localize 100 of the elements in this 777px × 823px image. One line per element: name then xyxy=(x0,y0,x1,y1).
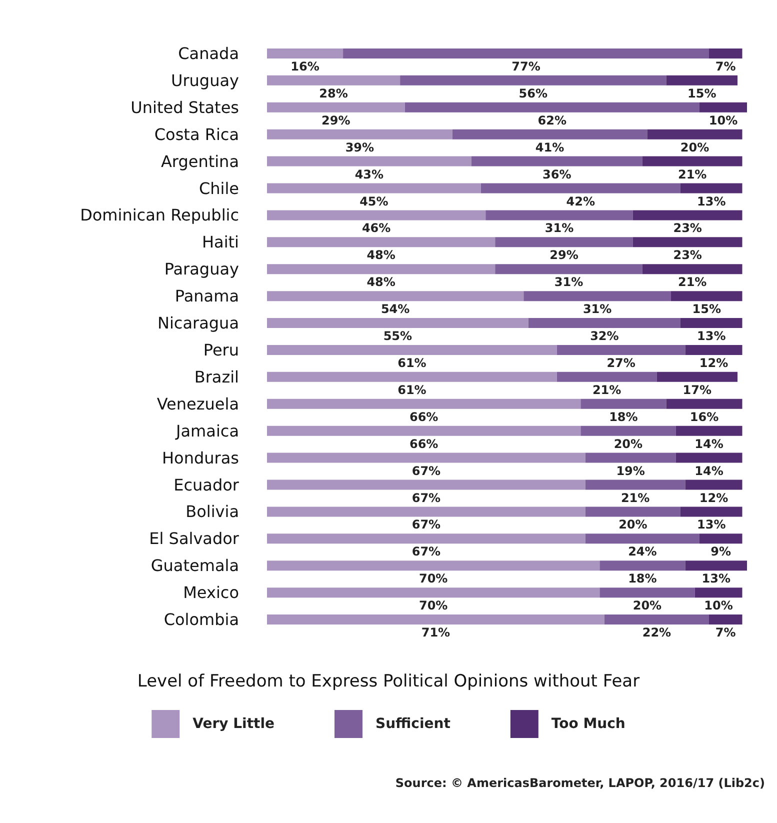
bar xyxy=(495,237,633,248)
bar xyxy=(676,452,742,463)
data-label: 15% xyxy=(687,86,716,100)
data-label: 29% xyxy=(550,248,578,262)
bar xyxy=(267,156,472,166)
data-label: 20% xyxy=(618,518,648,532)
y-tick-label: Chile xyxy=(198,178,239,198)
bar xyxy=(267,398,581,409)
bar xyxy=(656,372,738,382)
bar xyxy=(670,291,742,302)
legend-label: Sufficient xyxy=(375,716,451,732)
data-label: 21% xyxy=(620,490,650,505)
bar xyxy=(471,156,642,166)
data-label: 36% xyxy=(542,167,572,182)
y-tick-label: Peru xyxy=(203,340,239,360)
data-label: 39% xyxy=(345,140,374,154)
data-label: 46% xyxy=(362,221,391,236)
y-tick-label: Nicaragua xyxy=(158,314,239,333)
data-label: 66% xyxy=(409,436,438,451)
data-label: 55% xyxy=(383,329,412,344)
legend-label: Too Much xyxy=(551,716,626,732)
bar xyxy=(680,318,742,328)
data-label: 24% xyxy=(628,544,657,559)
bar xyxy=(343,48,709,58)
y-tick-label: Colombia xyxy=(164,610,239,630)
y-tick-label: United States xyxy=(130,98,239,117)
bar xyxy=(267,534,586,544)
data-label: 67% xyxy=(412,518,441,532)
data-label: 70% xyxy=(418,598,448,613)
data-label: 23% xyxy=(673,221,702,236)
data-label: 13% xyxy=(696,194,726,208)
bar xyxy=(676,426,742,436)
bar xyxy=(604,614,709,625)
y-tick-label: Mexico xyxy=(183,583,239,602)
bar xyxy=(632,210,742,220)
bar xyxy=(267,264,496,274)
y-tick-label: Venezuela xyxy=(156,394,239,414)
data-label: 18% xyxy=(609,410,638,424)
data-label: 21% xyxy=(678,167,707,182)
bar xyxy=(267,344,557,355)
data-label: 13% xyxy=(696,329,726,344)
data-label: 62% xyxy=(538,113,567,128)
bar xyxy=(267,48,344,58)
data-label: 31% xyxy=(554,275,584,290)
data-label: 10% xyxy=(704,598,733,613)
data-label: 67% xyxy=(412,490,441,505)
data-label: 20% xyxy=(614,436,643,451)
source-note: Source: © AmericasBarometer, LAPOP, 2016/17 (Lib2c) xyxy=(395,776,766,790)
data-label: 48% xyxy=(366,248,396,262)
bar xyxy=(556,344,686,355)
data-label: 12% xyxy=(699,356,728,370)
bar xyxy=(694,588,742,598)
bar xyxy=(580,426,676,436)
data-label: 14% xyxy=(694,436,724,451)
y-tick-label: Uruguay xyxy=(171,70,239,90)
data-label: 45% xyxy=(360,194,388,208)
bar xyxy=(642,156,742,166)
data-label: 16% xyxy=(290,59,320,74)
y-tick-label: Paraguay xyxy=(164,260,239,279)
bar xyxy=(666,398,742,409)
data-label: 27% xyxy=(606,356,636,370)
bar xyxy=(600,560,686,571)
data-label: 12% xyxy=(699,490,728,505)
data-label: 71% xyxy=(421,626,450,640)
y-tick-label: Honduras xyxy=(162,448,239,468)
bar xyxy=(267,237,496,248)
data-label: 19% xyxy=(616,464,645,478)
data-label: 28% xyxy=(319,86,348,100)
y-tick-label: Jamaica xyxy=(175,421,239,440)
data-label: 54% xyxy=(380,302,410,316)
data-label: 7% xyxy=(715,59,736,74)
data-label: 13% xyxy=(696,518,726,532)
bar xyxy=(680,506,742,517)
bar xyxy=(585,506,680,517)
y-tick-label: Bolivia xyxy=(186,502,239,522)
bar xyxy=(600,588,695,598)
data-label: 43% xyxy=(354,167,384,182)
bar xyxy=(585,452,676,463)
bar xyxy=(267,614,604,625)
data-label: 14% xyxy=(694,464,724,478)
bar xyxy=(400,75,666,86)
bar xyxy=(708,48,742,58)
bar xyxy=(267,129,452,140)
bar xyxy=(486,210,633,220)
bar xyxy=(685,480,742,490)
bar xyxy=(685,560,747,571)
data-label: 23% xyxy=(673,248,702,262)
data-label: 42% xyxy=(566,194,596,208)
bar xyxy=(699,102,747,112)
bar xyxy=(680,183,742,194)
data-label: 9% xyxy=(710,544,732,559)
bar xyxy=(267,183,481,194)
y-tick-label: Panama xyxy=(174,286,239,306)
data-label: 7% xyxy=(715,626,736,640)
bar xyxy=(267,480,586,490)
bar xyxy=(685,344,742,355)
data-label: 20% xyxy=(680,140,710,154)
bar xyxy=(267,291,524,302)
bar xyxy=(580,398,666,409)
bar xyxy=(480,183,680,194)
